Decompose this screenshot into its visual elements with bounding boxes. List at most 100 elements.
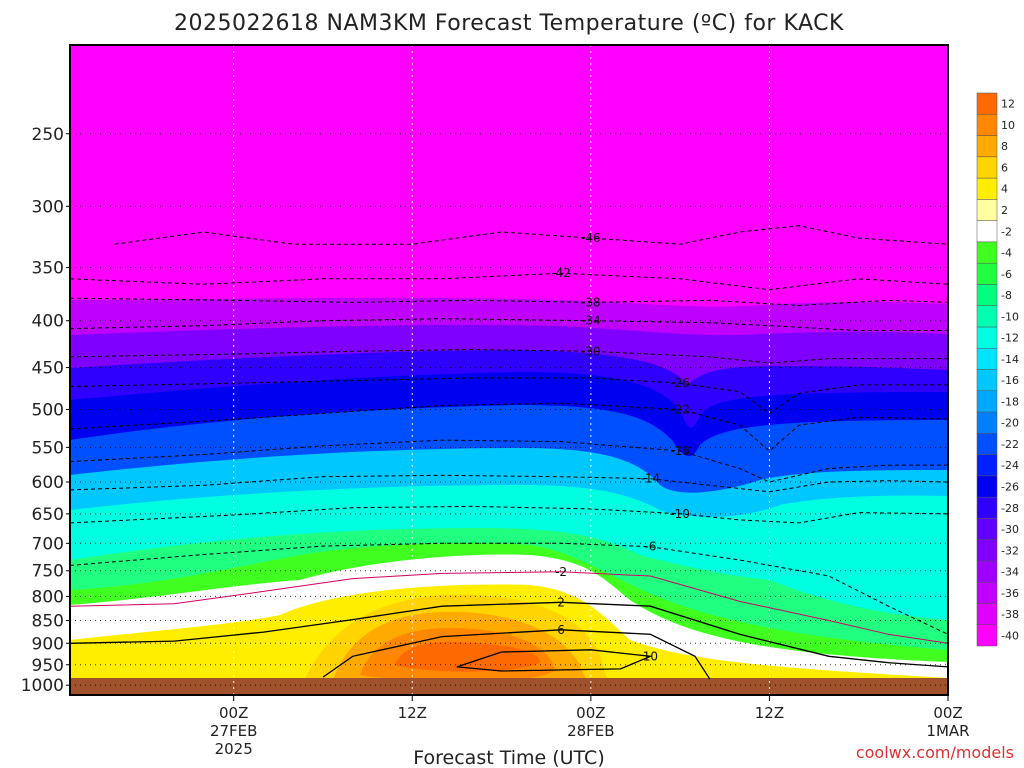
isotherm-line [70,474,948,493]
colorbar-tick-label: -4 [1001,247,1012,260]
y-tick-label: 700 [32,534,64,554]
colorbar-swatch [976,156,998,179]
colorbar-tick-label: -24 [1001,459,1019,472]
x-tick-label: 12Z [398,704,427,722]
colorbar-tick-label: -38 [1001,608,1019,621]
y-tick-label: 550 [32,438,64,458]
y-tick-label: 600 [32,473,64,493]
colorbar-tick-label: -2 [1001,225,1012,238]
colorbar-tick-label: -18 [1001,395,1019,408]
colorbar-swatch [976,305,998,328]
y-tick-label: 650 [32,505,64,525]
x-tick-date-label: 1MAR [926,722,969,740]
x-tick-label: 00Z [933,704,962,722]
colorbar-swatch [976,114,998,136]
y-tick-label: 400 [32,312,64,332]
isotherm-line [70,272,948,291]
y-tick-label: 900 [32,634,64,654]
plot-frame [69,44,949,696]
colorbar-tick-label: -32 [1001,544,1019,557]
colorbar-swatch [976,560,998,583]
y-tick-label: 750 [32,562,64,582]
colorbar-swatch [976,518,998,540]
colorbar-swatch [976,390,998,413]
colorbar-swatch [976,369,998,392]
colorbar-swatch [976,347,998,370]
isotherm-label: -14 [641,472,661,486]
colorbar-tick-label: -28 [1001,502,1019,515]
colorbar-tick-label: -8 [1001,289,1012,302]
isotherm-label: 6 [557,623,565,637]
isotherm-line [322,629,711,680]
y-tick-label: 950 [32,656,64,676]
isotherm-line [114,225,948,245]
colorbar-swatch [976,326,998,349]
x-tick-date-label: 27FEB [210,722,257,740]
x-tick-label: 12Z [755,704,784,722]
colorbar-swatch [976,92,998,115]
colorbar-swatch [976,624,998,647]
colorbar-swatch [976,496,998,519]
colorbar-swatch [976,603,998,625]
colorbar-tick-label: -30 [1001,523,1019,536]
credit-text: coolwx.com/models [856,743,1014,762]
colorbar-swatch [976,454,998,477]
isotherm-label: -30 [581,344,601,358]
isotherm-label: -38 [581,295,601,309]
colorbar-tick-label: -22 [1001,438,1019,451]
isotherm-label: -22 [670,402,690,416]
x-tick-label: 00Z [576,704,605,722]
isotherm-label: -26 [670,376,690,390]
colorbar-tick-label: -40 [1001,629,1019,642]
colorbar-swatch [976,475,998,498]
colorbar-swatch [976,199,998,221]
colorbar-tick-label: 6 [1001,161,1008,174]
y-tick-label: 350 [32,259,64,279]
isotherm-label: -42 [551,266,571,280]
y-tick-label: 450 [32,359,64,379]
colorbar-swatch [976,581,998,604]
isotherm-line [70,601,948,668]
colorbar-tick-label: -14 [1001,353,1019,366]
isotherm-label: -10 [670,507,690,521]
isotherm-line [456,649,653,672]
plot-area [70,45,948,695]
isotherm-line [70,402,948,452]
colorbar-swatch [976,135,998,158]
colorbar-swatch [976,539,998,562]
band-plus10 [395,641,540,672]
colorbar-tick-label: 4 [1001,183,1008,196]
x-tick-date-label: 28FEB [567,722,614,740]
colorbar-tick-label: -16 [1001,374,1019,387]
y-tick-label: 500 [32,400,64,420]
colorbar-tick-label: -20 [1001,417,1019,430]
x-tick-year-label: 2025 [215,740,253,758]
y-tick-label: 300 [32,197,64,217]
colorbar-swatch [976,411,998,434]
y-tick-label: 250 [32,125,64,145]
colorbar-swatch [976,262,998,285]
isotherm-line [70,377,948,415]
chart-title: 2025022618 NAM3KM Forecast Temperature (… [174,11,844,36]
x-axis-label: Forecast Time (UTC) [413,747,604,768]
colorbar-swatch [976,177,998,200]
colorbar-tick-label: -12 [1001,332,1019,345]
isotherm-label: -46 [581,231,601,245]
isotherm-line [70,571,948,644]
isotherm-label: 10 [643,649,658,663]
colorbar-tick-label: -6 [1001,268,1012,281]
colorbar-swatch [976,220,998,243]
colorbar-tick-label: -10 [1001,310,1019,323]
isotherm-label: -18 [670,444,690,458]
colorbar-tick-label: 12 [1001,98,1015,111]
y-tick-label: 800 [32,587,64,607]
y-tick-label: 850 [32,612,64,632]
isotherm-label: -34 [581,314,601,328]
isotherm-line [70,439,948,483]
colorbar-swatch [976,284,998,306]
isotherm-line [70,348,948,364]
y-tick-label: 1000 [21,676,64,696]
